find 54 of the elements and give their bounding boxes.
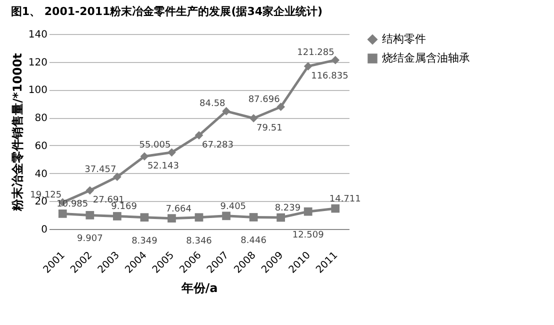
point bbox=[331, 56, 340, 64]
y-tick-label: 80 bbox=[34, 113, 48, 124]
point bbox=[86, 186, 94, 195]
point bbox=[249, 213, 258, 222]
point bbox=[194, 213, 204, 222]
legend-label: 烧结金属含油轴承 bbox=[382, 52, 470, 64]
point bbox=[168, 148, 176, 157]
y-tick-label: 100 bbox=[28, 85, 48, 96]
data-label: 67.283 bbox=[202, 140, 234, 150]
y-tick-label: 40 bbox=[34, 168, 48, 180]
data-label: 87.696 bbox=[248, 94, 280, 105]
data-label: 37.457 bbox=[84, 164, 116, 175]
point bbox=[304, 62, 312, 70]
y-axis-title: 粉末冶金零件销售量/*1000t bbox=[10, 52, 24, 212]
data-label: 8.446 bbox=[240, 236, 267, 246]
point bbox=[194, 131, 204, 140]
data-label: 12.509 bbox=[292, 230, 324, 241]
point bbox=[249, 114, 258, 122]
data-label: 8.239 bbox=[274, 204, 301, 214]
point bbox=[331, 204, 340, 213]
y-tick-label: 120 bbox=[28, 57, 48, 68]
point bbox=[276, 213, 285, 222]
x-axis-title: 年份/a bbox=[180, 281, 218, 296]
point bbox=[140, 152, 149, 161]
data-label: 8.346 bbox=[186, 236, 212, 246]
point bbox=[140, 213, 149, 222]
data-label: 9.907 bbox=[77, 234, 103, 244]
point bbox=[276, 102, 285, 112]
point bbox=[113, 212, 122, 220]
point bbox=[168, 214, 176, 223]
point bbox=[222, 107, 230, 116]
y-tick-label: 60 bbox=[34, 140, 48, 152]
data-label: 121.285 bbox=[297, 48, 334, 58]
chart-title: 图1、 2001-2011粉末冶金零件生产的发展(据34家企业统计) bbox=[10, 5, 323, 18]
data-label: 55.005 bbox=[139, 140, 171, 150]
point bbox=[304, 207, 312, 216]
point bbox=[86, 211, 94, 220]
data-label: 9.405 bbox=[220, 202, 246, 212]
y-tick-label: 0 bbox=[41, 224, 48, 236]
y-tick-label: 140 bbox=[28, 30, 48, 40]
data-label: 116.835 bbox=[311, 71, 348, 82]
data-label: 8.349 bbox=[132, 236, 158, 246]
point bbox=[58, 210, 67, 218]
data-label: 52.143 bbox=[147, 161, 179, 172]
data-label: 79.51 bbox=[256, 123, 282, 134]
legend-label: 结构零件 bbox=[382, 32, 426, 46]
point bbox=[222, 212, 230, 220]
data-label: 14.711 bbox=[329, 194, 361, 205]
data-label: 84.58 bbox=[200, 99, 226, 110]
data-label: 9.169 bbox=[111, 202, 138, 212]
data-label: 10.985 bbox=[56, 200, 88, 210]
y-tick-label: 20 bbox=[34, 196, 48, 208]
point bbox=[113, 172, 122, 182]
data-label: 7.664 bbox=[166, 204, 192, 214]
